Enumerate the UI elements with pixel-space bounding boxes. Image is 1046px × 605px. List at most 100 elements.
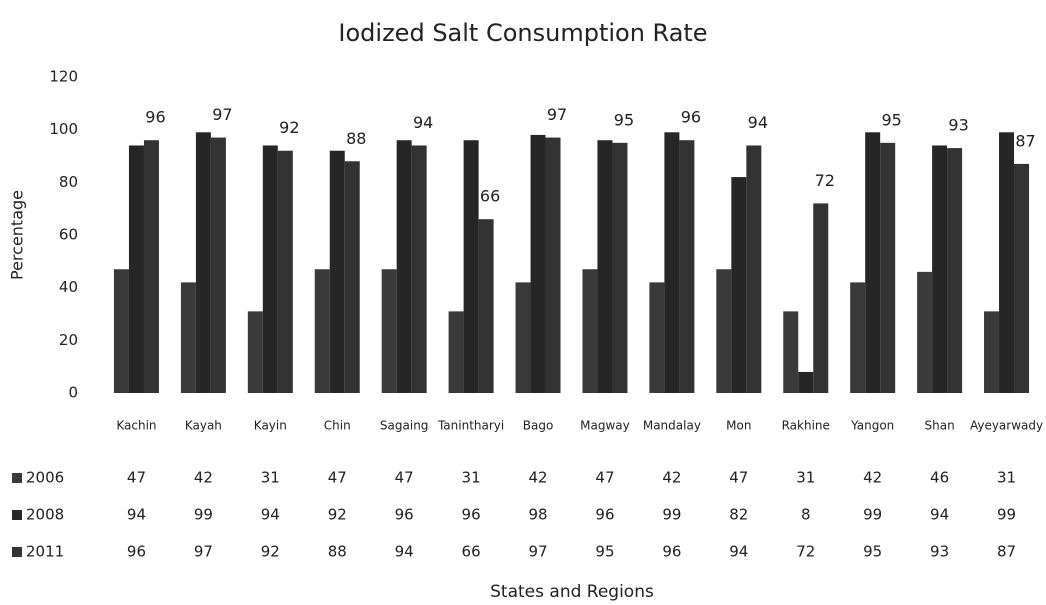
- table-value: 66: [462, 543, 481, 561]
- bar: [530, 134, 546, 393]
- y-tick-label: 60: [59, 226, 78, 244]
- bar: [746, 145, 762, 393]
- chart-title: Iodized Salt Consumption Rate: [338, 19, 707, 47]
- table-value: 92: [328, 506, 347, 524]
- bar: [210, 137, 226, 393]
- table-value: 99: [863, 506, 882, 524]
- bar: [247, 311, 263, 393]
- bar: [277, 150, 293, 393]
- table-value: 94: [127, 506, 146, 524]
- data-label: 88: [346, 129, 366, 148]
- data-label: 94: [748, 113, 768, 132]
- table-value: 31: [261, 469, 280, 487]
- x-tick-label: Kayin: [254, 419, 287, 433]
- bar: [262, 145, 278, 393]
- bar: [180, 282, 196, 393]
- table-value: 96: [127, 543, 146, 561]
- table-value: 94: [261, 506, 280, 524]
- table-value: 98: [528, 506, 547, 524]
- table-value: 96: [662, 543, 681, 561]
- data-label: 92: [279, 118, 299, 137]
- x-tick-label: Kayah: [185, 419, 222, 433]
- y-tick-label: 0: [68, 384, 78, 402]
- x-tick-label: Chin: [324, 419, 351, 433]
- table-value: 31: [796, 469, 815, 487]
- table-value: 94: [395, 543, 414, 561]
- bar: [411, 145, 427, 393]
- table-value: 99: [662, 506, 681, 524]
- bar: [932, 145, 948, 393]
- x-tick-label: Mon: [726, 419, 751, 433]
- table-value: 94: [729, 543, 748, 561]
- table-value: 96: [462, 506, 481, 524]
- table-value: 47: [729, 469, 748, 487]
- bar: [880, 142, 896, 393]
- bar: [850, 282, 866, 393]
- legend-label: 2008: [26, 506, 64, 524]
- table-value: 87: [997, 543, 1016, 561]
- bar: [113, 269, 129, 393]
- data-label: 72: [815, 171, 835, 190]
- legend-swatch: [12, 473, 22, 483]
- table-value: 92: [261, 543, 280, 561]
- table-value: 95: [863, 543, 882, 561]
- table-value: 96: [595, 506, 614, 524]
- x-tick-label: Rakhine: [782, 419, 830, 433]
- table-value: 97: [528, 543, 547, 561]
- data-label: 94: [413, 113, 433, 132]
- bar: [195, 132, 211, 394]
- bar: [314, 269, 330, 393]
- bar: [515, 282, 531, 393]
- table-value: 42: [528, 469, 547, 487]
- bar: [463, 140, 479, 393]
- table-value: 97: [194, 543, 213, 561]
- legend-label: 2006: [26, 469, 64, 487]
- table-value: 47: [595, 469, 614, 487]
- data-label: 87: [1015, 131, 1035, 150]
- table-value: 47: [395, 469, 414, 487]
- data-label: 95: [881, 110, 901, 129]
- table-value: 93: [930, 543, 949, 561]
- x-tick-label: Magway: [580, 419, 630, 433]
- y-tick-label: 40: [59, 278, 78, 296]
- data-label: 93: [948, 116, 968, 135]
- x-tick-label: Ayeyarwady: [970, 419, 1043, 433]
- y-tick-label: 20: [59, 331, 78, 349]
- y-tick-label: 120: [49, 68, 78, 86]
- bar: [1014, 163, 1030, 393]
- y-tick-label: 80: [59, 173, 78, 191]
- y-tick-label: 100: [49, 120, 78, 138]
- legend-swatch: [12, 510, 22, 520]
- bar: [947, 148, 963, 393]
- data-label: 95: [614, 110, 634, 129]
- bar: [984, 311, 1000, 393]
- table-value: 31: [462, 469, 481, 487]
- x-tick-label: Kachin: [116, 419, 156, 433]
- table-value: 42: [662, 469, 681, 487]
- bar: [478, 219, 494, 393]
- x-axis-label: States and Regions: [490, 582, 654, 602]
- bar: [731, 177, 747, 393]
- table-value: 31: [997, 469, 1016, 487]
- data-label: 66: [480, 187, 500, 206]
- table-value: 8: [801, 506, 811, 524]
- table-value: 99: [194, 506, 213, 524]
- table-value: 99: [997, 506, 1016, 524]
- bar: [143, 140, 159, 393]
- x-tick-label: Sagaing: [380, 419, 429, 433]
- bar: [128, 145, 144, 393]
- table-value: 96: [395, 506, 414, 524]
- x-tick-label: Yangon: [850, 419, 894, 433]
- legend-swatch: [12, 547, 22, 557]
- x-tick-label: Bago: [523, 419, 554, 433]
- bar: [865, 132, 881, 394]
- table-value: 46: [930, 469, 949, 487]
- bar: [999, 132, 1015, 394]
- bar: [381, 269, 397, 393]
- bar: [783, 311, 799, 393]
- bar: [917, 271, 933, 393]
- table-value: 42: [863, 469, 882, 487]
- bar: [329, 150, 345, 393]
- x-tick-label: Shan: [925, 419, 955, 433]
- bar: [649, 282, 665, 393]
